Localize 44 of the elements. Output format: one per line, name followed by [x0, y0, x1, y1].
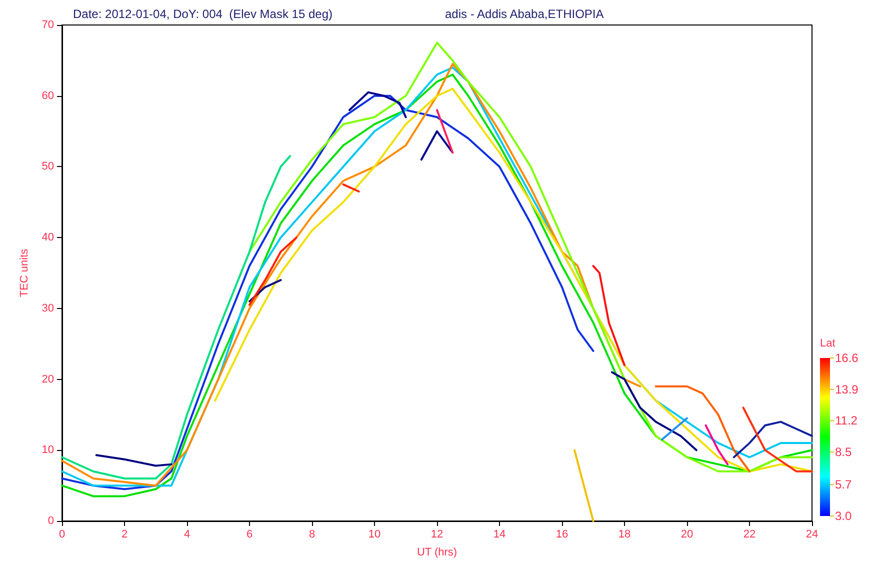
x-tick-label: 16 — [556, 528, 568, 540]
x-tick-label: 12 — [430, 528, 444, 540]
y-tick-label: 0 — [48, 515, 54, 527]
y-tick-label: 20 — [42, 373, 54, 386]
color-bar-label: 13.9 — [835, 382, 859, 396]
line-series — [61, 155, 292, 480]
color-bar-label: 16.6 — [835, 351, 859, 365]
line-series — [592, 264, 626, 366]
x-tick-label: 22 — [743, 528, 756, 540]
y-axis-title: TEC units — [18, 248, 30, 298]
x-tick-label: 8 — [308, 528, 316, 540]
chart-title: Date: 2012-01-04, DoY: 004 (Elev Mask 15 deg) — [73, 7, 332, 21]
line-series — [732, 420, 813, 458]
x-tick-label: 20 — [680, 528, 694, 540]
line-series — [248, 236, 298, 306]
color-bar-label: 11.2 — [835, 414, 858, 428]
y-tick-label: 40 — [42, 232, 54, 244]
x-tick-label: 6 — [246, 528, 253, 540]
line-series — [348, 91, 407, 118]
x-tick-label: 10 — [368, 528, 381, 540]
line-series — [95, 454, 172, 467]
y-tick-label: 70 — [42, 19, 54, 31]
line-series — [611, 371, 698, 452]
x-tick-label: 14 — [493, 528, 506, 540]
y-tick-label: 60 — [42, 90, 54, 102]
x-tick-label: 24 — [806, 528, 818, 540]
color-bar-label: 3.0 — [835, 509, 852, 523]
x-axis-title: UT (hrs) — [416, 546, 458, 558]
color-bar-title: Lat — [820, 338, 836, 350]
x-tick-label: 2 — [121, 528, 128, 540]
color-bar-label: 8.5 — [835, 445, 852, 460]
x-tick-label: 4 — [184, 528, 190, 540]
line-series — [248, 42, 813, 472]
line-series — [61, 62, 642, 487]
y-tick-label: 50 — [42, 160, 54, 173]
line-series — [214, 88, 813, 472]
line-series — [654, 385, 750, 472]
x-tick-label: 0 — [58, 528, 66, 540]
line-series — [61, 94, 594, 490]
y-tick-label: 30 — [42, 302, 54, 314]
color-bar-label: 5.7 — [835, 478, 852, 492]
x-tick-label: 18 — [618, 528, 631, 540]
chart-subtitle: adis - Addis Ababa,ETHIOPIA — [445, 7, 604, 21]
y-tick-label: 10 — [42, 444, 54, 456]
